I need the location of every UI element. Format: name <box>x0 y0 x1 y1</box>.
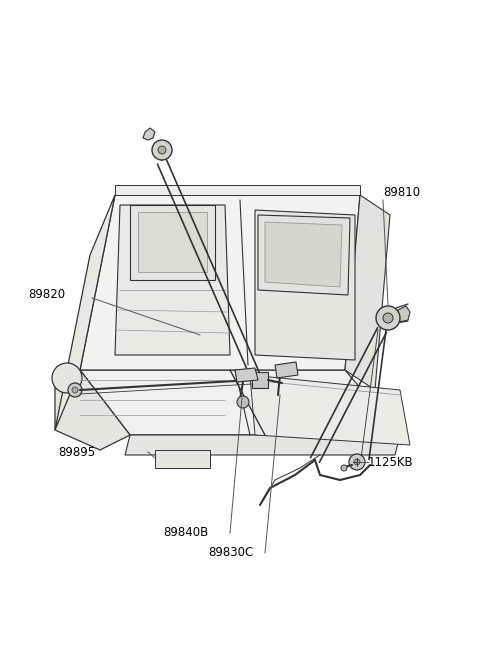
Text: 89895: 89895 <box>58 445 95 458</box>
Circle shape <box>52 363 82 393</box>
Circle shape <box>158 146 166 154</box>
Circle shape <box>72 387 78 393</box>
Text: 89820: 89820 <box>28 288 65 301</box>
Text: 89810: 89810 <box>383 185 420 198</box>
Polygon shape <box>55 370 130 450</box>
Text: 89840B: 89840B <box>163 527 208 540</box>
Polygon shape <box>252 372 268 388</box>
Text: 89830C: 89830C <box>208 546 253 559</box>
Polygon shape <box>80 370 400 435</box>
Circle shape <box>237 396 249 408</box>
Polygon shape <box>115 185 360 195</box>
Polygon shape <box>258 215 350 295</box>
Polygon shape <box>130 205 215 280</box>
Polygon shape <box>275 362 298 378</box>
Circle shape <box>341 465 347 471</box>
Polygon shape <box>155 450 210 468</box>
Circle shape <box>68 383 82 397</box>
Text: 1125KB: 1125KB <box>368 455 414 468</box>
Polygon shape <box>250 375 410 445</box>
Polygon shape <box>345 195 390 390</box>
Circle shape <box>354 459 360 465</box>
Polygon shape <box>265 222 342 287</box>
Polygon shape <box>235 368 258 382</box>
Polygon shape <box>255 210 355 360</box>
Circle shape <box>152 140 172 160</box>
Polygon shape <box>125 435 400 455</box>
Polygon shape <box>115 205 230 355</box>
Polygon shape <box>143 128 155 140</box>
Polygon shape <box>398 306 410 322</box>
Polygon shape <box>80 195 360 370</box>
Polygon shape <box>138 212 207 272</box>
Circle shape <box>376 306 400 330</box>
Polygon shape <box>55 195 115 430</box>
Circle shape <box>383 313 393 323</box>
Circle shape <box>349 454 365 470</box>
